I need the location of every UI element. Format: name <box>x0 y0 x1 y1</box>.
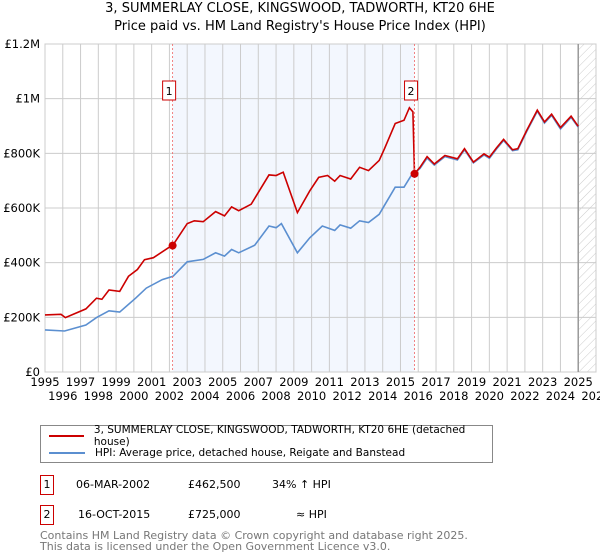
x-tick-label: 2004 <box>190 389 219 403</box>
y-tick-label: £600K <box>3 201 40 215</box>
x-tick-label: 2002 <box>155 389 184 403</box>
x-tick-label: 2019 <box>457 375 486 389</box>
x-tick-label: 2006 <box>226 389 255 403</box>
legend-swatch-blue <box>49 452 85 454</box>
x-tick-label: 1995 <box>30 375 59 389</box>
x-tick-label: 2009 <box>279 375 308 389</box>
price-chart: 1 219951996199719981999200020012002200320… <box>3 37 600 403</box>
legend-item-property: 3, SUMMERLAY CLOSE, KINGSWOOD, TADWORTH,… <box>49 424 492 448</box>
sale-vs-hpi: ≈ HPI <box>296 508 327 521</box>
x-tick-label: 2020 <box>475 389 504 403</box>
y-tick-label: £1.2M <box>4 37 40 51</box>
property-price-line <box>44 106 579 319</box>
legend-label: HPI: Average price, detached house, Reig… <box>95 447 406 459</box>
y-tick-label: £0 <box>25 365 40 379</box>
sale-date: 06-MAR-2002 <box>76 478 151 491</box>
x-tick-label: 2016 <box>404 389 433 403</box>
sale-label-box <box>162 80 177 101</box>
sale-price: £725,000 <box>188 508 241 521</box>
sale-point <box>410 169 419 178</box>
y-tick-label: £1M <box>15 92 40 106</box>
x-tick-label: 2015 <box>386 375 415 389</box>
x-tick-label: 2003 <box>173 375 202 389</box>
x-tick-label: 2012 <box>333 389 362 403</box>
x-tick-label: 2013 <box>350 375 379 389</box>
x-tick-label: 2022 <box>510 389 539 403</box>
sale-label: 2 <box>408 85 415 98</box>
sale-date: 16-OCT-2015 <box>78 508 151 521</box>
legend: 3, SUMMERLAY CLOSE, KINGSWOOD, TADWORTH,… <box>40 424 493 463</box>
footer-line: Contains HM Land Registry data © Crown c… <box>40 529 468 542</box>
sale-point <box>168 241 177 250</box>
x-tick-label: 2021 <box>492 375 521 389</box>
x-tick-label: 1998 <box>84 389 113 403</box>
y-tick-label: £800K <box>3 146 40 160</box>
sale-number-badge: 1 <box>40 475 54 495</box>
sale-vs-hpi: 34% ↑ HPI <box>272 478 331 491</box>
x-tick-label: 2000 <box>119 389 148 403</box>
x-tick-label: 2026 <box>581 389 600 403</box>
x-tick-label: 2018 <box>439 389 468 403</box>
chart-title: 3, SUMMERLAY CLOSE, KINGSWOOD, TADWORTH,… <box>105 1 495 16</box>
x-tick-label: 2011 <box>315 375 344 389</box>
x-tick-label: 2023 <box>528 375 557 389</box>
sale-price: £462,500 <box>188 478 241 491</box>
x-tick-label: 2005 <box>208 375 237 389</box>
x-tick-label: 1996 <box>48 389 77 403</box>
x-tick-label: 2007 <box>244 375 273 389</box>
x-tick-label: 2010 <box>297 389 326 403</box>
footer-line: This data is licensed under the Open Gov… <box>40 540 391 553</box>
legend-label: 3, SUMMERLAY CLOSE, KINGSWOOD, TADWORTH,… <box>93 424 466 448</box>
chart-subtitle: Price paid vs. HM Land Registry's House … <box>114 19 486 34</box>
sale-number-badge: 2 <box>40 505 54 525</box>
plot-border <box>44 43 597 373</box>
x-tick-label: 2024 <box>546 389 575 403</box>
y-tick-label: £200K <box>3 310 40 324</box>
x-tick-label: 1999 <box>101 375 130 389</box>
y-tick-label: £400K <box>3 256 40 270</box>
legend-item-hpi: HPI: Average price, detached house, Reig… <box>49 445 405 461</box>
x-tick-label: 2025 <box>564 375 593 389</box>
x-tick-label: 1997 <box>66 375 95 389</box>
footer: Contains HM Land Registry data © Crown c… <box>40 530 468 552</box>
sale-label-box <box>404 80 419 101</box>
x-tick-label: 2008 <box>261 389 290 403</box>
sale-row: 2 16-OCT-2015 £725,000 ≈ HPI <box>40 505 600 525</box>
x-tick-label: 2001 <box>137 375 166 389</box>
sale-label: 1 <box>166 85 173 98</box>
sale-row: 1 06-MAR-2002 £462,500 34% ↑ HPI <box>40 475 600 495</box>
x-tick-label: 2017 <box>421 375 450 389</box>
x-tick-label: 2014 <box>368 389 397 403</box>
legend-swatch-red <box>49 435 84 437</box>
